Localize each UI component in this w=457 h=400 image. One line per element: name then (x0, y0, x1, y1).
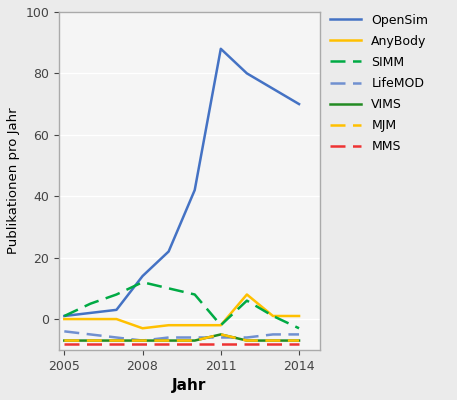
MJM (270, 338, 276, 343)
LifeMOD (218, 335, 223, 340)
MJM (218, 332, 223, 337)
MJM (88, 338, 93, 343)
OpenSim (244, 71, 250, 76)
SIMM (218, 323, 223, 328)
SIMM (244, 298, 250, 303)
OpenSim (218, 46, 223, 51)
MJM (296, 338, 302, 343)
VIMS (114, 338, 119, 343)
LifeMOD (296, 332, 302, 337)
OpenSim (114, 308, 119, 312)
VIMS (296, 338, 302, 343)
MMS (166, 341, 171, 346)
LifeMOD (270, 332, 276, 337)
AnyBody (218, 323, 223, 328)
VIMS (218, 332, 223, 337)
AnyBody (166, 323, 171, 328)
MMS (296, 341, 302, 346)
LifeMOD (88, 332, 93, 337)
SIMM (296, 326, 302, 331)
MJM (244, 338, 250, 343)
LifeMOD (166, 335, 171, 340)
LifeMOD (114, 335, 119, 340)
AnyBody (88, 317, 93, 322)
SIMM (62, 314, 67, 318)
MJM (140, 338, 145, 343)
VIMS (270, 338, 276, 343)
Line: VIMS: VIMS (64, 334, 299, 340)
AnyBody (244, 292, 250, 297)
MJM (62, 338, 67, 343)
SIMM (114, 292, 119, 297)
SIMM (88, 301, 93, 306)
VIMS (88, 338, 93, 343)
OpenSim (296, 102, 302, 106)
MMS (218, 341, 223, 346)
OpenSim (166, 249, 171, 254)
VIMS (140, 338, 145, 343)
MMS (192, 341, 197, 346)
SIMM (192, 292, 197, 297)
AnyBody (114, 317, 119, 322)
AnyBody (62, 317, 67, 322)
OpenSim (140, 274, 145, 278)
VIMS (244, 338, 250, 343)
OpenSim (88, 310, 93, 315)
LifeMOD (244, 335, 250, 340)
MMS (88, 341, 93, 346)
MJM (192, 338, 197, 343)
AnyBody (140, 326, 145, 331)
MMS (270, 341, 276, 346)
AnyBody (270, 314, 276, 318)
AnyBody (296, 314, 302, 318)
OpenSim (270, 86, 276, 91)
SIMM (140, 280, 145, 285)
LifeMOD (140, 338, 145, 343)
OpenSim (192, 188, 197, 192)
MMS (62, 341, 67, 346)
Line: SIMM: SIMM (64, 282, 299, 328)
SIMM (270, 314, 276, 318)
LifeMOD (192, 335, 197, 340)
Y-axis label: Publikationen pro Jahr: Publikationen pro Jahr (7, 108, 20, 254)
Line: OpenSim: OpenSim (64, 49, 299, 316)
SIMM (166, 286, 171, 291)
Line: AnyBody: AnyBody (64, 294, 299, 328)
MMS (244, 341, 250, 346)
VIMS (62, 338, 67, 343)
AnyBody (192, 323, 197, 328)
VIMS (166, 338, 171, 343)
LifeMOD (62, 329, 67, 334)
Line: LifeMOD: LifeMOD (64, 331, 299, 340)
MJM (114, 338, 119, 343)
MJM (166, 338, 171, 343)
Legend: OpenSim, AnyBody, SIMM, LifeMOD, VIMS, MJM, MMS: OpenSim, AnyBody, SIMM, LifeMOD, VIMS, M… (325, 8, 433, 158)
OpenSim (62, 314, 67, 318)
X-axis label: Jahr: Jahr (172, 378, 207, 393)
MMS (114, 341, 119, 346)
MMS (140, 341, 145, 346)
VIMS (192, 338, 197, 343)
Line: MJM: MJM (64, 334, 299, 340)
